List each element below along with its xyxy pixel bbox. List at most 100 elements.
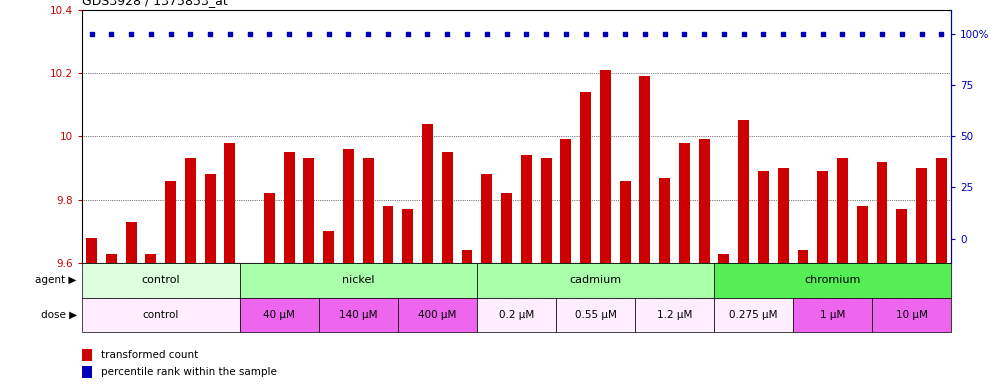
Text: 0.275 μM: 0.275 μM (729, 310, 778, 320)
Point (202, 31, 218, 37)
Bar (818, 171, 828, 263)
Point (162, 31, 178, 37)
Bar (679, 142, 690, 263)
Bar (402, 209, 413, 263)
Bar (639, 76, 650, 263)
Point (636, 31, 652, 37)
Bar (145, 253, 156, 263)
Bar (240, 263, 477, 298)
Bar (758, 171, 769, 263)
Bar (620, 181, 630, 263)
Bar (397, 298, 477, 332)
Bar (442, 152, 453, 263)
Point (380, 31, 396, 37)
Point (182, 31, 198, 37)
Bar (224, 142, 235, 263)
Point (736, 31, 752, 37)
Bar (185, 159, 196, 263)
Point (538, 31, 554, 37)
Point (419, 31, 435, 37)
Bar (86, 238, 97, 263)
Bar (738, 121, 749, 263)
Text: cadmium: cadmium (570, 275, 622, 285)
Point (459, 31, 475, 37)
Bar (936, 159, 947, 263)
Text: dose ▶: dose ▶ (41, 310, 77, 320)
Bar (718, 253, 729, 263)
Point (578, 31, 594, 37)
Point (696, 31, 712, 37)
Point (518, 31, 534, 37)
Point (775, 31, 791, 37)
Point (104, 31, 120, 37)
Bar (422, 124, 433, 263)
Bar (541, 159, 552, 263)
Point (142, 31, 158, 37)
Text: 0.55 μM: 0.55 μM (575, 310, 617, 320)
Text: 40 μM: 40 μM (263, 310, 295, 320)
Bar (896, 209, 907, 263)
Bar (501, 193, 512, 263)
Text: 400 μM: 400 μM (418, 310, 456, 320)
Bar (82, 349, 92, 361)
Bar (125, 222, 136, 263)
Point (281, 31, 297, 37)
Text: 1 μM: 1 μM (820, 310, 846, 320)
Point (893, 31, 909, 37)
Point (222, 31, 238, 37)
Bar (240, 298, 319, 332)
Point (321, 31, 337, 37)
Point (756, 31, 772, 37)
Bar (521, 156, 532, 263)
Text: chromium: chromium (805, 275, 861, 285)
Bar (82, 298, 240, 332)
Point (242, 31, 258, 37)
Point (84, 31, 100, 37)
Text: 0.2 μM: 0.2 μM (499, 310, 534, 320)
Bar (561, 139, 572, 263)
Point (598, 31, 614, 37)
Bar (461, 250, 472, 263)
Point (499, 31, 515, 37)
Point (618, 31, 633, 37)
Bar (798, 250, 809, 263)
Point (479, 31, 495, 37)
Point (558, 31, 574, 37)
Point (855, 31, 871, 37)
Point (835, 31, 851, 37)
Text: percentile rank within the sample: percentile rank within the sample (101, 367, 277, 377)
Bar (714, 263, 951, 298)
Bar (872, 298, 951, 332)
Bar (857, 206, 868, 263)
Text: agent ▶: agent ▶ (35, 275, 77, 285)
Point (874, 31, 890, 37)
Text: control: control (141, 275, 180, 285)
Text: nickel: nickel (342, 275, 374, 285)
Bar (363, 159, 374, 263)
Bar (477, 298, 556, 332)
Bar (714, 298, 793, 332)
Bar (382, 206, 393, 263)
Bar (319, 298, 397, 332)
Bar (778, 168, 789, 263)
Text: 140 μM: 140 μM (339, 310, 377, 320)
Point (399, 31, 415, 37)
Bar (876, 162, 887, 263)
Bar (580, 92, 591, 263)
Point (341, 31, 357, 37)
Bar (659, 177, 670, 263)
Bar (82, 263, 240, 298)
Bar (793, 298, 872, 332)
Bar (916, 168, 927, 263)
Bar (304, 159, 315, 263)
Bar (205, 174, 215, 263)
Text: control: control (142, 310, 179, 320)
Bar (324, 232, 334, 263)
Bar (477, 263, 714, 298)
Point (913, 31, 929, 37)
Text: GDS3928 / 1375853_at: GDS3928 / 1375853_at (82, 0, 227, 7)
Bar (556, 298, 635, 332)
Text: transformed count: transformed count (101, 350, 198, 360)
Point (795, 31, 811, 37)
Point (361, 31, 376, 37)
